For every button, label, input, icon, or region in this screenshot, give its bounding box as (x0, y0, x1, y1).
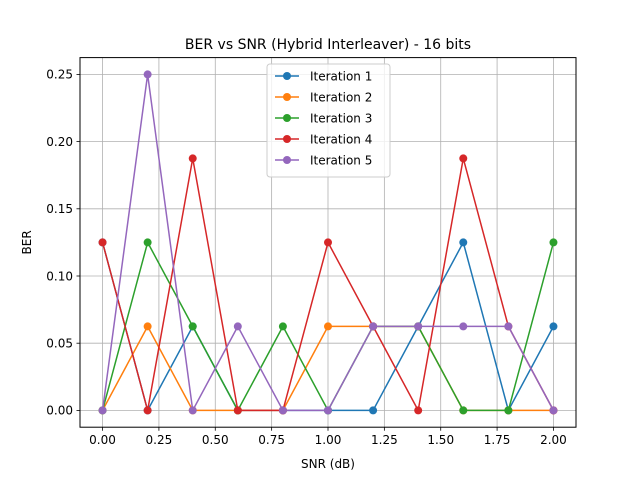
legend-item: Iteration 3 (275, 111, 372, 125)
legend-swatch-marker (283, 156, 291, 164)
x-tick-label: 0.75 (258, 433, 285, 447)
y-tick-label: 0.00 (46, 404, 73, 418)
y-tick-label: 0.05 (46, 337, 73, 351)
data-point (414, 322, 423, 331)
x-tick-label: 1.75 (484, 433, 511, 447)
data-point (98, 238, 107, 247)
data-point (459, 154, 468, 163)
legend-label: Iteration 5 (310, 153, 372, 167)
legend-item: Iteration 4 (275, 132, 372, 146)
legend-swatch-marker (283, 135, 291, 143)
data-point (324, 322, 332, 331)
data-point (188, 322, 197, 331)
data-point (143, 70, 152, 79)
legend-item: Iteration 1 (275, 69, 372, 83)
data-point (324, 406, 332, 415)
data-point (233, 322, 242, 331)
data-point (278, 322, 287, 331)
data-point (549, 322, 558, 331)
data-point (504, 322, 513, 331)
data-point (143, 406, 152, 415)
data-point (143, 238, 152, 247)
data-point (188, 406, 197, 415)
data-point (549, 406, 558, 415)
data-point (369, 322, 378, 331)
data-point (459, 406, 468, 415)
legend-box (266, 63, 391, 178)
data-point (459, 322, 468, 331)
y-tick-label: 0.20 (46, 135, 73, 149)
x-axis-label: SNR (dB) (301, 457, 355, 471)
legend-label: Iteration 4 (310, 132, 372, 146)
x-tick-label: 0.00 (89, 433, 116, 447)
data-point (233, 406, 242, 415)
legend: Iteration 1 Iteration 2 Iteration 3 Iterati… (266, 63, 391, 178)
y-axis-label: BER (20, 230, 34, 254)
y-tick-label: 0.15 (46, 202, 73, 216)
data-point (504, 406, 513, 415)
series-group (98, 70, 558, 415)
data-point (188, 154, 197, 163)
series-iteration-5 (98, 70, 558, 415)
legend-label: Iteration 1 (310, 69, 372, 83)
x-tick-label: 0.50 (202, 433, 229, 447)
data-point (98, 406, 107, 415)
x-tick-label: 1.25 (371, 433, 398, 447)
x-tick-label: 1.50 (427, 433, 454, 447)
legend-label: Iteration 3 (310, 111, 372, 125)
x-tick-label: 2.00 (540, 433, 567, 447)
legend-item: Iteration 2 (275, 90, 372, 104)
y-tick-label: 0.25 (46, 68, 73, 82)
data-point (278, 406, 287, 415)
x-tick-label: 0.25 (146, 433, 173, 447)
legend-swatch-marker (283, 72, 291, 80)
data-point (414, 406, 423, 415)
legend-label: Iteration 2 (310, 90, 372, 104)
chart-title: BER vs SNR (Hybrid Interleaver) - 16 bit… (185, 37, 471, 53)
data-point (369, 406, 378, 415)
data-point (549, 238, 558, 247)
data-point (459, 238, 468, 247)
y-tick-label: 0.10 (46, 269, 73, 283)
data-point (143, 322, 152, 331)
data-point (324, 238, 332, 247)
legend-swatch-marker (283, 114, 291, 122)
legend-swatch-marker (283, 93, 291, 101)
x-tick-label: 1.00 (315, 433, 342, 447)
axis-ticks: 0.00 0.25 0.50 0.75 1.00 1.25 1.50 1.75 2.00 0.00… (46, 68, 567, 448)
legend-item: Iteration 5 (275, 153, 372, 167)
